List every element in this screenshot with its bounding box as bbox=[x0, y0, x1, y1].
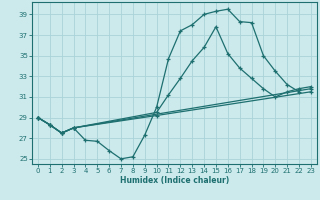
X-axis label: Humidex (Indice chaleur): Humidex (Indice chaleur) bbox=[120, 176, 229, 185]
